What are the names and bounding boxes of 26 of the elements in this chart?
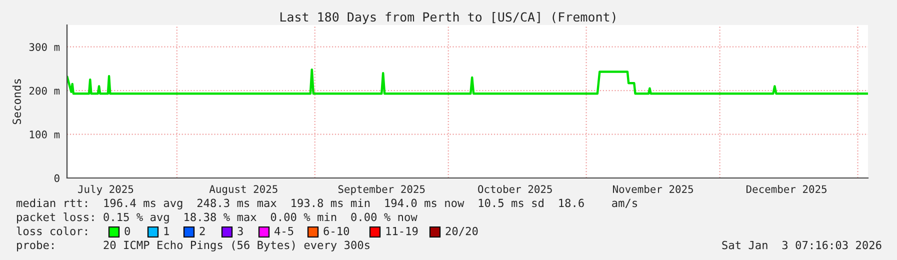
x-tick-label: November 2025 — [612, 185, 693, 194]
text: 4-5 — [274, 226, 294, 236]
text: 11-19 — [386, 226, 418, 236]
line-series — [67, 68, 868, 95]
x-tick-label: July 2025 — [78, 184, 134, 196]
text: 2 — [200, 226, 205, 236]
text: median rtt: 196.4 ms avg 248.3 ms max 193.8 ms min 194.0 ms now 10.5 ms sd 18.6 am/s — [16, 198, 638, 210]
text: probe: 20 ICMP Echo Pings (56 Bytes) every 300s — [17, 240, 370, 252]
text: Sat Jan 3 07:16:03 2026 — [722, 240, 882, 250]
y-tick-label: 100 m — [30, 130, 60, 138]
y-tick-label: 0 — [54, 174, 60, 182]
text: 1 — [164, 226, 169, 236]
y-tick-label: 300 m — [29, 43, 60, 51]
x-tick-label: December 2025 — [746, 185, 826, 194]
x-tick-label: September 2025 — [338, 185, 425, 196]
text: 20/20 — [446, 226, 478, 236]
chart-title: Last 180 Days from Perth to [US/CA] (Fremont) — [280, 12, 616, 24]
text: loss color: — [16, 226, 87, 236]
text: 3 — [238, 226, 243, 236]
text: 6-10 — [324, 226, 350, 236]
y-axis-title: Seconds — [12, 79, 21, 124]
x-tick-label: October 2025 — [478, 185, 552, 194]
text: packet loss: 0.15 % avg 18.38 % max 0.00 % min 0.00 % now — [17, 212, 418, 224]
x-tick-label: August 2025 — [209, 185, 278, 196]
text: 0 — [124, 226, 130, 236]
y-tick-label: 200 m — [29, 86, 60, 95]
